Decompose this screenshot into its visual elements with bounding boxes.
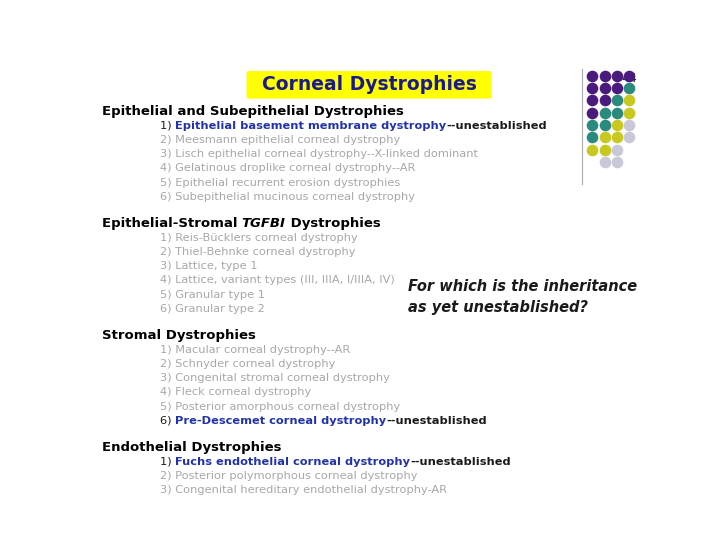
Point (587, 120, 598, 129)
Text: 2) Meesmann epithelial corneal dystrophy: 2) Meesmann epithelial corneal dystrophy (160, 135, 400, 145)
Point (599, 158, 611, 166)
Text: 4) Fleck corneal dystrophy: 4) Fleck corneal dystrophy (160, 387, 311, 397)
Text: TGFBI: TGFBI (242, 217, 286, 230)
Text: 1): 1) (160, 120, 175, 131)
Text: 3) Lisch epithelial corneal dystrophy--X-linked dominant: 3) Lisch epithelial corneal dystrophy--X… (160, 149, 478, 159)
Text: Epithelial-Stromal: Epithelial-Stromal (102, 217, 242, 230)
Point (587, 84, 598, 92)
Point (599, 71, 611, 80)
Point (599, 120, 611, 129)
Point (587, 96, 598, 105)
Point (611, 71, 623, 80)
Text: Fuchs endothelial corneal dystrophy: Fuchs endothelial corneal dystrophy (175, 457, 410, 467)
Text: 6): 6) (160, 416, 175, 426)
Point (624, 108, 635, 117)
Text: Epithelial and Subepithelial Dystrophies: Epithelial and Subepithelial Dystrophies (102, 105, 403, 118)
Point (624, 84, 635, 92)
Text: Corneal Dystrophies: Corneal Dystrophies (261, 75, 477, 94)
Point (611, 133, 623, 141)
Point (624, 71, 635, 80)
Point (587, 145, 598, 154)
Text: Pre-Descemet corneal dystrophy: Pre-Descemet corneal dystrophy (175, 416, 386, 426)
Text: 3) Congenital stromal corneal dystrophy: 3) Congenital stromal corneal dystrophy (160, 373, 390, 383)
Text: 5) Posterior amorphous corneal dystrophy: 5) Posterior amorphous corneal dystrophy (160, 402, 400, 411)
Text: 4) Gelatinous droplike corneal dystrophy--AR: 4) Gelatinous droplike corneal dystrophy… (160, 164, 415, 173)
Text: Stromal Dystrophies: Stromal Dystrophies (102, 329, 256, 342)
Text: 6) Granular type 2: 6) Granular type 2 (160, 304, 264, 314)
Point (611, 84, 623, 92)
Text: 3) Congenital hereditary endothelial dystrophy-AR: 3) Congenital hereditary endothelial dys… (160, 485, 446, 495)
Text: --unestablished: --unestablished (386, 416, 487, 426)
Point (624, 96, 635, 105)
Point (599, 133, 611, 141)
Text: --unestablished: --unestablished (446, 120, 546, 131)
Text: 2) Schnyder corneal dystrophy: 2) Schnyder corneal dystrophy (160, 359, 335, 369)
Text: 4) Lattice, variant types (III, IIIA, I/IIIA, IV): 4) Lattice, variant types (III, IIIA, I/… (160, 275, 395, 286)
Text: For which is the inheritance
as yet unestablished?: For which is the inheritance as yet unes… (408, 279, 637, 315)
Text: Epithelial basement membrane dystrophy: Epithelial basement membrane dystrophy (175, 120, 446, 131)
Point (599, 84, 611, 92)
Point (624, 120, 635, 129)
FancyBboxPatch shape (248, 72, 490, 98)
Point (611, 108, 623, 117)
Text: 2) Thiel-Behnke corneal dystrophy: 2) Thiel-Behnke corneal dystrophy (160, 247, 355, 257)
Text: 6) Subepithelial mucinous corneal dystrophy: 6) Subepithelial mucinous corneal dystro… (160, 192, 415, 202)
Text: 44: 44 (621, 72, 637, 85)
Text: 1) Reis-Bücklers corneal dystrophy: 1) Reis-Bücklers corneal dystrophy (160, 233, 358, 242)
Text: --unestablished: --unestablished (410, 457, 510, 467)
Text: 2) Posterior polymorphous corneal dystrophy: 2) Posterior polymorphous corneal dystro… (160, 471, 418, 481)
Point (599, 108, 611, 117)
Point (587, 71, 598, 80)
Point (587, 133, 598, 141)
Point (611, 158, 623, 166)
Point (624, 133, 635, 141)
Point (611, 96, 623, 105)
Text: 1) Macular corneal dystrophy--AR: 1) Macular corneal dystrophy--AR (160, 345, 350, 355)
Point (587, 108, 598, 117)
Point (599, 145, 611, 154)
Text: Dystrophies: Dystrophies (286, 217, 380, 230)
Text: Endothelial Dystrophies: Endothelial Dystrophies (102, 441, 281, 454)
Point (599, 96, 611, 105)
Text: 1): 1) (160, 457, 175, 467)
Text: 3) Lattice, type 1: 3) Lattice, type 1 (160, 261, 257, 271)
Point (611, 145, 623, 154)
Text: 5) Granular type 1: 5) Granular type 1 (160, 289, 265, 300)
Point (611, 120, 623, 129)
Text: 5) Epithelial recurrent erosion dystrophies: 5) Epithelial recurrent erosion dystroph… (160, 178, 400, 187)
